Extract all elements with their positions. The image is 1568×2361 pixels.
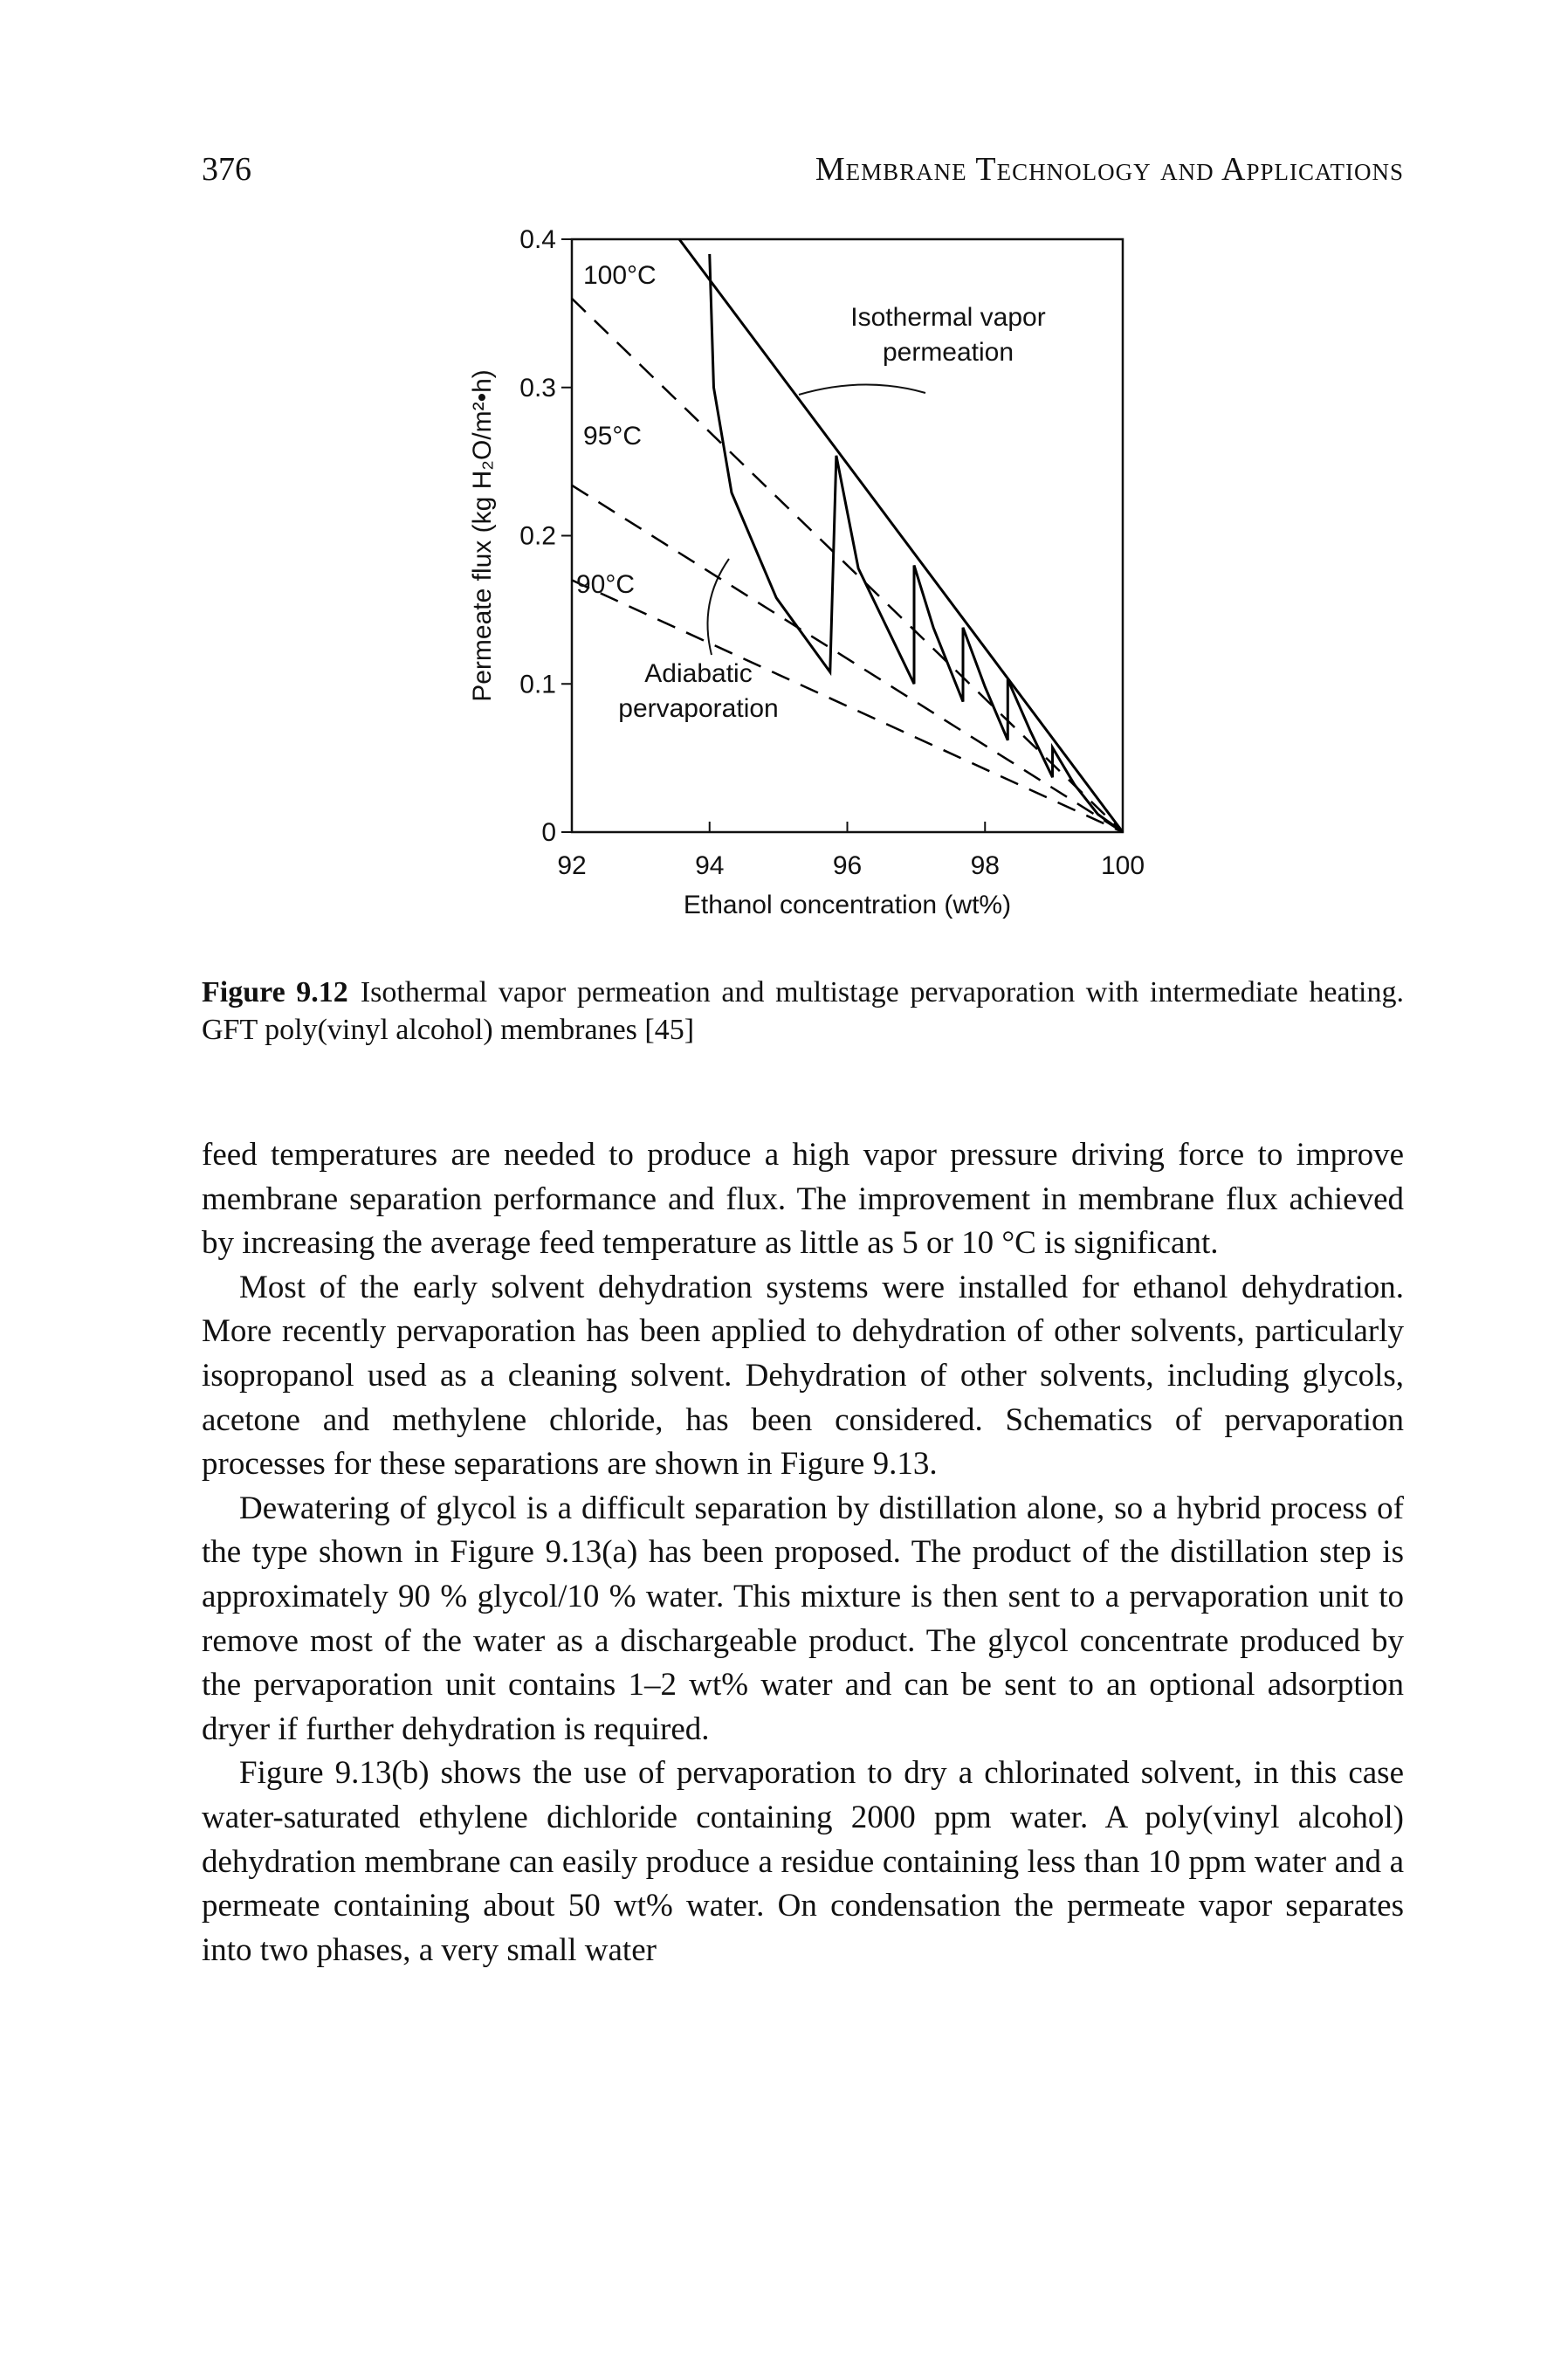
- running-title: Membrane Technology and Applications: [815, 151, 1404, 188]
- y-tick-label: 0.4: [519, 225, 556, 254]
- page-number: 376: [202, 151, 251, 188]
- leader-line: [706, 558, 730, 656]
- series-label: 90°C: [576, 570, 636, 599]
- chart: 0 0.1 0.2 0.3 0.4 92 94 96 98 100 Ethanol concentr…: [468, 225, 1145, 919]
- y-tick-label: 0: [541, 818, 556, 847]
- x-tick-label: 98: [971, 851, 1000, 880]
- leader-line: [798, 383, 926, 396]
- paragraph: Dewatering of glycol is a difficult sepa…: [202, 1490, 1404, 1747]
- paragraph: Most of the early solvent dehydration sy…: [202, 1269, 1404, 1483]
- series-line: [571, 484, 1124, 834]
- x-axis-label: Ethanol concentration (wt%): [684, 891, 1011, 919]
- x-tick-label: 100: [1101, 851, 1145, 880]
- y-tick-label: 0.2: [519, 522, 556, 551]
- y-tick-label: 0.3: [519, 374, 556, 403]
- x-tick-label: 94: [695, 851, 724, 880]
- y-axis-label: Permeate flux (kg H₂O/m²•h): [468, 369, 497, 702]
- paragraph: feed temperatures are needed to produce …: [202, 1137, 1404, 1262]
- series-label: 100°C: [583, 261, 657, 290]
- paragraph: Figure 9.13(b) shows the use of pervapor…: [202, 1755, 1404, 1968]
- x-tick-label: 92: [557, 851, 586, 880]
- series-label: 95°C: [583, 422, 643, 451]
- y-tick-label: 0.1: [519, 670, 556, 699]
- series-label: Isothermal vapor permeation: [850, 303, 1046, 367]
- figure-caption: Figure 9.12 Isothermal vapor permeation a…: [202, 974, 1404, 1049]
- caption-text: Isothermal vapor permeation and multista…: [202, 976, 1404, 1046]
- series-line: [571, 298, 1124, 833]
- x-tick-label: 96: [833, 851, 862, 880]
- series-line: [571, 579, 1124, 834]
- caption-label: Figure 9.12: [202, 976, 348, 1008]
- body-text: feed temperatures are needed to produce …: [202, 1133, 1404, 1972]
- series-line: [708, 253, 1124, 834]
- series-label: Adiabatic pervaporation: [618, 659, 779, 723]
- series-line: [677, 238, 1124, 833]
